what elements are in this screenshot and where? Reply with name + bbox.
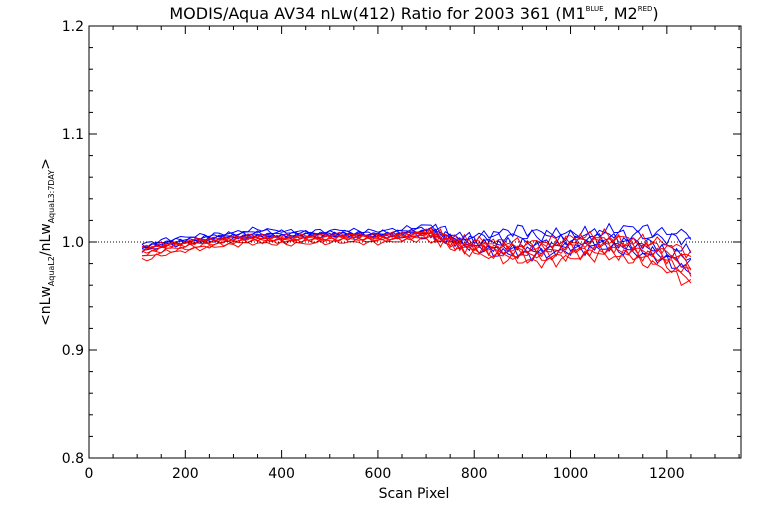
x-tick-label: 0 xyxy=(85,466,94,482)
y-axis-ticks: 0.8 0.9 1.0 1.1 1.2 xyxy=(62,19,741,467)
chart-title-sup1: BLUE xyxy=(586,5,604,13)
series-line xyxy=(141,226,692,271)
series-layer xyxy=(141,222,692,287)
x-tick-label: 1200 xyxy=(649,466,685,482)
series-line xyxy=(141,230,692,284)
y-tick-label: 0.8 xyxy=(62,451,84,467)
y-tick-label: 0.9 xyxy=(62,343,84,359)
y-axis-label-mid: /nLw xyxy=(38,223,54,256)
x-tick-label: 400 xyxy=(268,466,295,482)
x-tick-label: 1000 xyxy=(553,466,589,482)
chart-title-main: MODIS/Aqua AV34 nLw(412) Ratio for 2003 … xyxy=(169,4,585,23)
y-axis-label: <nLwAquaL2/nLwAquaL3:7DAY> xyxy=(38,158,56,326)
y-axis-label-sub2: AquaL3:7DAY xyxy=(47,170,56,224)
y-axis-label-open: <nLw xyxy=(38,286,54,326)
x-axis-ticks: 0 200 400 600 800 1000 1200 xyxy=(85,26,740,482)
y-axis-label-close: > xyxy=(38,158,54,170)
series-line xyxy=(141,223,692,254)
y-tick-label: 1.1 xyxy=(62,127,84,143)
chart-title: MODIS/Aqua AV34 nLw(412) Ratio for 2003 … xyxy=(169,4,658,23)
x-tick-label: 200 xyxy=(172,466,199,482)
chart-title-end: ) xyxy=(652,4,658,23)
chart-title-mid: , M2 xyxy=(604,4,638,23)
x-tick-label: 600 xyxy=(365,466,392,482)
x-axis-label: Scan Pixel xyxy=(379,486,450,502)
y-tick-label: 1.2 xyxy=(62,19,84,35)
y-tick-label: 1.0 xyxy=(62,235,84,251)
chart-title-sup2: RED xyxy=(638,5,653,13)
x-tick-label: 800 xyxy=(461,466,488,482)
series-line xyxy=(141,233,692,277)
y-axis-label-sub1: AquaL2 xyxy=(47,256,56,286)
